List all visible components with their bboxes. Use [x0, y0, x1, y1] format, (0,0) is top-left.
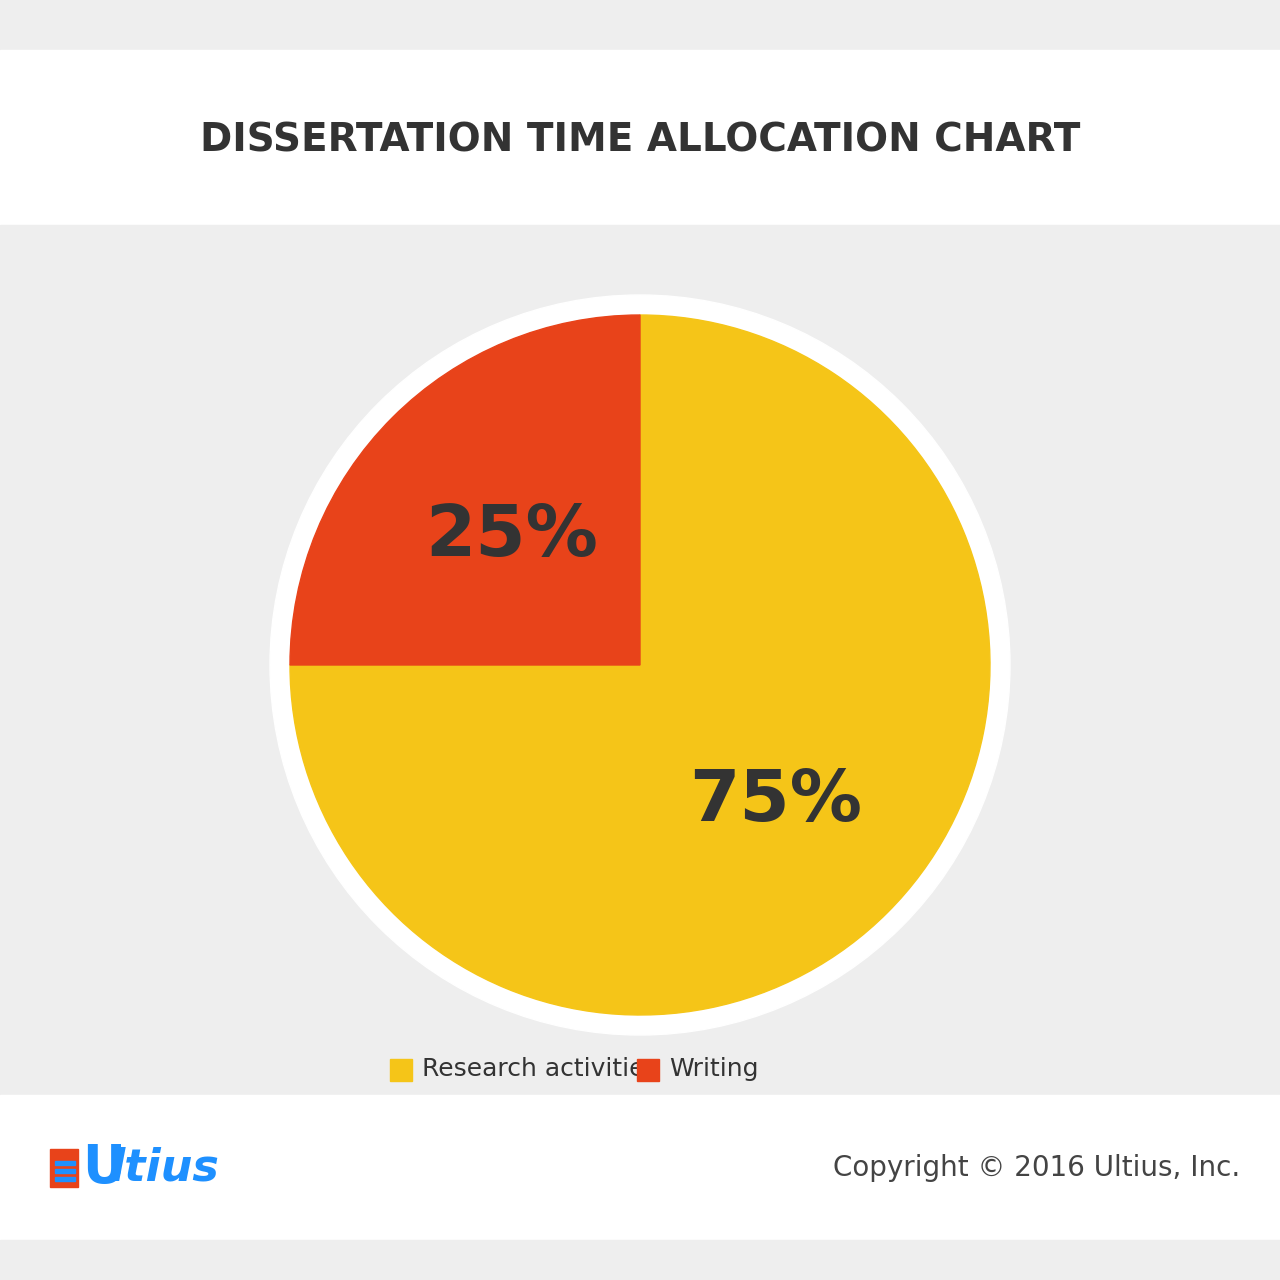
- Bar: [0, 225, 1280, 1094]
- Bar: [55, 1169, 76, 1172]
- Text: DISSERTATION TIME ALLOCATION CHART: DISSERTATION TIME ALLOCATION CHART: [200, 122, 1080, 159]
- Text: U: U: [82, 1142, 125, 1194]
- Bar: [0, 0, 1280, 50]
- Circle shape: [270, 294, 1010, 1036]
- Text: 75%: 75%: [690, 767, 863, 836]
- Bar: [637, 1059, 659, 1082]
- Bar: [390, 1059, 412, 1082]
- Text: ltius: ltius: [110, 1147, 220, 1189]
- Bar: [55, 1178, 76, 1181]
- Wedge shape: [291, 315, 989, 1015]
- Wedge shape: [291, 315, 640, 666]
- Bar: [50, 1149, 78, 1187]
- Text: 25%: 25%: [425, 502, 598, 571]
- Bar: [0, 50, 1280, 225]
- Bar: [55, 1161, 76, 1165]
- Bar: [0, 1240, 1280, 1280]
- Text: Copyright © 2016 Ultius, Inc.: Copyright © 2016 Ultius, Inc.: [833, 1155, 1240, 1181]
- Bar: [0, 1094, 1280, 1240]
- Text: Writing: Writing: [669, 1057, 759, 1082]
- Text: Research activities: Research activities: [422, 1057, 658, 1082]
